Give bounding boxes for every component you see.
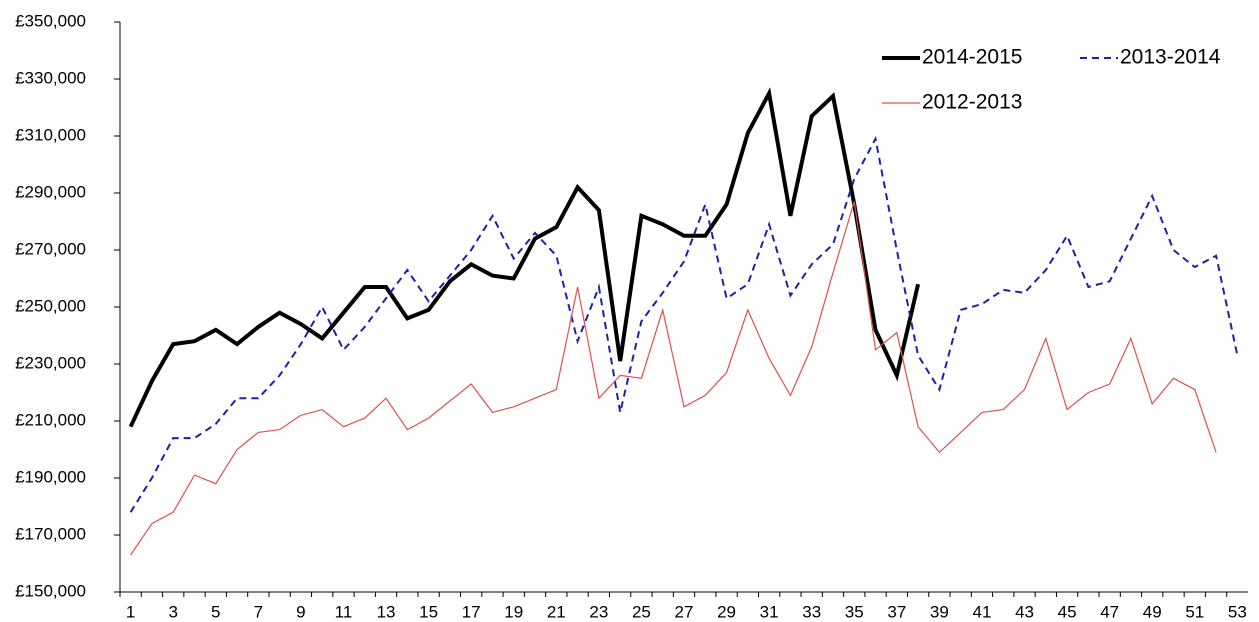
x-tick-label: 13 xyxy=(377,602,396,621)
x-tick-label: 19 xyxy=(504,602,523,621)
y-tick-label: £170,000 xyxy=(15,524,86,543)
x-tick-label: 29 xyxy=(717,602,736,621)
x-tick-label: 39 xyxy=(930,602,949,621)
y-tick-label: £210,000 xyxy=(15,410,86,429)
series-line xyxy=(128,87,921,428)
x-tick-label: 17 xyxy=(462,602,481,621)
legend-label: 2013-2014 xyxy=(1120,46,1221,69)
y-tick-label: £250,000 xyxy=(15,296,86,315)
x-tick-label: 33 xyxy=(802,602,821,621)
x-tick-label: 47 xyxy=(1100,602,1119,621)
x-tick-label: 35 xyxy=(845,602,864,621)
x-tick-label: 23 xyxy=(589,602,608,621)
y-tick-label: £310,000 xyxy=(15,125,86,144)
x-tick-label: 37 xyxy=(887,602,906,621)
y-tick-label: £290,000 xyxy=(15,182,86,201)
x-tick-label: 15 xyxy=(419,602,438,621)
x-tick-label: 43 xyxy=(1015,602,1034,621)
y-tick-label: £190,000 xyxy=(15,467,86,486)
x-tick-label: 53 xyxy=(1228,602,1247,621)
x-tick-label: 5 xyxy=(211,602,220,621)
series-line xyxy=(130,201,1217,556)
y-tick-label: £270,000 xyxy=(15,239,86,258)
y-tick-label: £150,000 xyxy=(15,581,86,600)
x-tick-label: 25 xyxy=(632,602,651,621)
y-tick-label: £230,000 xyxy=(15,353,86,372)
x-tick-label: 51 xyxy=(1185,602,1204,621)
legend-label: 2012-2013 xyxy=(922,91,1022,114)
x-tick-label: 21 xyxy=(547,602,566,621)
x-tick-label: 41 xyxy=(973,602,992,621)
y-tick-label: £350,000 xyxy=(15,11,86,30)
x-tick-label: 11 xyxy=(335,602,353,621)
x-tick-label: 9 xyxy=(296,602,305,621)
x-tick-label: 45 xyxy=(1058,602,1077,621)
legend-label: 2014-2015 xyxy=(922,46,1022,69)
x-tick-label: 7 xyxy=(254,602,263,621)
x-tick-label: 3 xyxy=(168,602,177,621)
x-tick-label: 1 xyxy=(126,602,135,621)
x-tick-label: 49 xyxy=(1143,602,1162,621)
series-line xyxy=(129,135,1239,513)
x-tick-label: 27 xyxy=(675,602,694,621)
y-tick-label: £330,000 xyxy=(15,68,86,87)
x-tick-label: 31 xyxy=(760,602,779,621)
